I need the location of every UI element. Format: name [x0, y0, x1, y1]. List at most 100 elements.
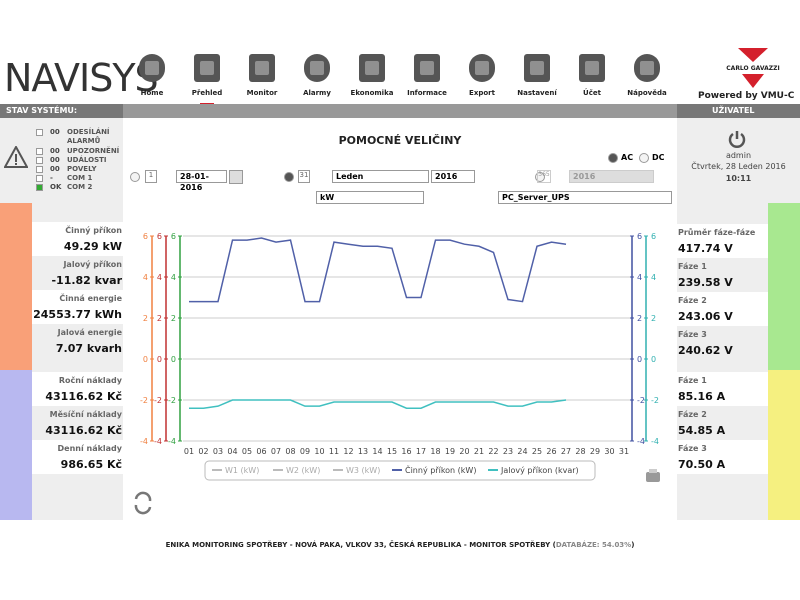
user-panel	[677, 118, 800, 200]
nav-label[interactable]: Nápověda	[627, 89, 667, 97]
nav-label[interactable]: Monitor	[246, 89, 278, 97]
y-tick-label: 4	[651, 273, 656, 282]
user-date: Čtvrtek, 28 Leden 2016	[691, 162, 786, 171]
nav-icon[interactable]	[579, 54, 605, 82]
right-strip	[768, 370, 800, 520]
y-tick-label: 6	[171, 232, 176, 241]
footer: ENIKA MONITORING SPOTŘEBY - NOVÁ PAKA, V…	[0, 541, 800, 549]
bar-left	[0, 104, 123, 118]
radio-day[interactable]	[130, 172, 140, 182]
metric-row	[32, 372, 123, 406]
metric-row	[32, 440, 123, 474]
brand-triangle	[742, 74, 764, 88]
x-tick-label: 22	[488, 447, 498, 456]
nav-label[interactable]: Přehled	[191, 89, 223, 97]
metric-row	[677, 224, 768, 258]
x-tick-label: 01	[184, 447, 194, 456]
month-select[interactable]: Leden	[332, 170, 429, 183]
nav-icon-shape	[139, 54, 165, 82]
metric-value: 70.50 A	[678, 458, 726, 471]
y-tick-label: -4	[154, 437, 162, 446]
nav-icon[interactable]	[524, 54, 550, 82]
status-count: 00	[50, 147, 60, 155]
unit-select[interactable]: kW	[316, 191, 424, 204]
nav-icon-inner	[585, 61, 599, 75]
y-tick-label: 0	[157, 355, 162, 364]
label-dc: DC	[652, 153, 665, 162]
metric-row	[32, 406, 123, 440]
powered-by: Powered by VMU-C	[698, 91, 795, 101]
y-tick-label: 6	[143, 232, 148, 241]
brand-logo: CARLO GAVAZZI	[716, 48, 790, 88]
nav-icon-shape	[524, 54, 550, 82]
nav-icon[interactable]	[634, 54, 660, 82]
nav-icon[interactable]	[139, 54, 165, 82]
nav-icon-inner	[530, 61, 544, 75]
user-title: UŽIVATEL	[712, 106, 755, 115]
radio-year[interactable]	[535, 172, 545, 182]
nav-label[interactable]: Export	[469, 89, 495, 97]
device-select[interactable]: PC_Server_UPS	[498, 191, 672, 204]
x-tick-label: 07	[271, 447, 281, 456]
power-icon[interactable]	[728, 130, 746, 148]
status-count: 00	[50, 128, 60, 136]
nav-label[interactable]: Účet	[583, 89, 601, 97]
nav-label[interactable]: Nastavení	[517, 89, 557, 97]
print-icon[interactable]	[646, 469, 660, 482]
main-panel	[125, 120, 675, 520]
nav-label[interactable]: Informace	[407, 89, 447, 97]
metric-label: Roční náklady	[58, 376, 122, 385]
nav-icon-shape	[359, 54, 385, 82]
y-tick-label: -4	[637, 437, 645, 446]
y-tick-label: 2	[651, 314, 656, 323]
status-count: -	[50, 174, 53, 182]
nav-label[interactable]: Alarmy	[303, 89, 331, 97]
nav-icon-shape	[249, 54, 275, 82]
metric-value: 43116.62 Kč	[45, 390, 122, 403]
x-tick-label: 31	[619, 447, 629, 456]
nav-icon[interactable]	[469, 54, 495, 82]
nav-icon[interactable]	[414, 54, 440, 82]
nav-label[interactable]: Home	[140, 89, 164, 97]
metric-value: 43116.62 Kč	[45, 424, 122, 437]
radio-month[interactable]	[284, 172, 294, 182]
y-tick-label: 0	[171, 355, 176, 364]
date-input[interactable]: 28-01-2016	[176, 170, 227, 192]
nav-icon[interactable]	[359, 54, 385, 82]
radio-dc[interactable]	[639, 153, 649, 163]
status-checkbox	[36, 166, 43, 173]
nav-icon[interactable]	[304, 54, 330, 82]
metric-value: -11.82 kvar	[51, 274, 122, 287]
metric-label: Fáze 3	[678, 444, 707, 453]
y-tick-label: 2	[171, 314, 176, 323]
x-tick-label: 21	[474, 447, 484, 456]
y-tick-label: -2	[154, 396, 162, 405]
footer-db: DATABÁZE: 54.03%	[555, 541, 632, 549]
nav-icon[interactable]	[249, 54, 275, 82]
status-checkbox	[36, 129, 43, 136]
nav-icon-inner	[475, 61, 489, 75]
brand-triangle	[738, 48, 768, 62]
logo: NAVISYS	[4, 56, 159, 100]
refresh-icon[interactable]	[134, 491, 152, 515]
user-time: 10:11	[725, 174, 752, 183]
nav-icon-shape	[469, 54, 495, 82]
metric-value: 240.62 V	[678, 344, 733, 357]
metric-label: Denní náklady	[57, 444, 122, 453]
y-tick-label: 4	[143, 273, 148, 282]
nav-icon-shape	[304, 54, 330, 82]
year-select[interactable]: 2016	[431, 170, 475, 183]
metric-label: Jalový příkon	[63, 260, 122, 269]
radio-ac[interactable]	[608, 153, 618, 163]
x-tick-label: 11	[329, 447, 339, 456]
x-tick-label: 10	[314, 447, 324, 456]
nav-icon[interactable]	[194, 54, 220, 82]
legend-label: W1 (kW)	[225, 466, 259, 475]
nav-label[interactable]: Ekonomika	[350, 89, 394, 97]
month-icon: 31	[298, 170, 310, 183]
date-button[interactable]	[229, 170, 243, 184]
nav-icon-inner	[310, 61, 324, 75]
metric-value: 85.16 A	[678, 390, 726, 403]
panel-title: POMOCNÉ VELIČINY	[338, 134, 462, 147]
